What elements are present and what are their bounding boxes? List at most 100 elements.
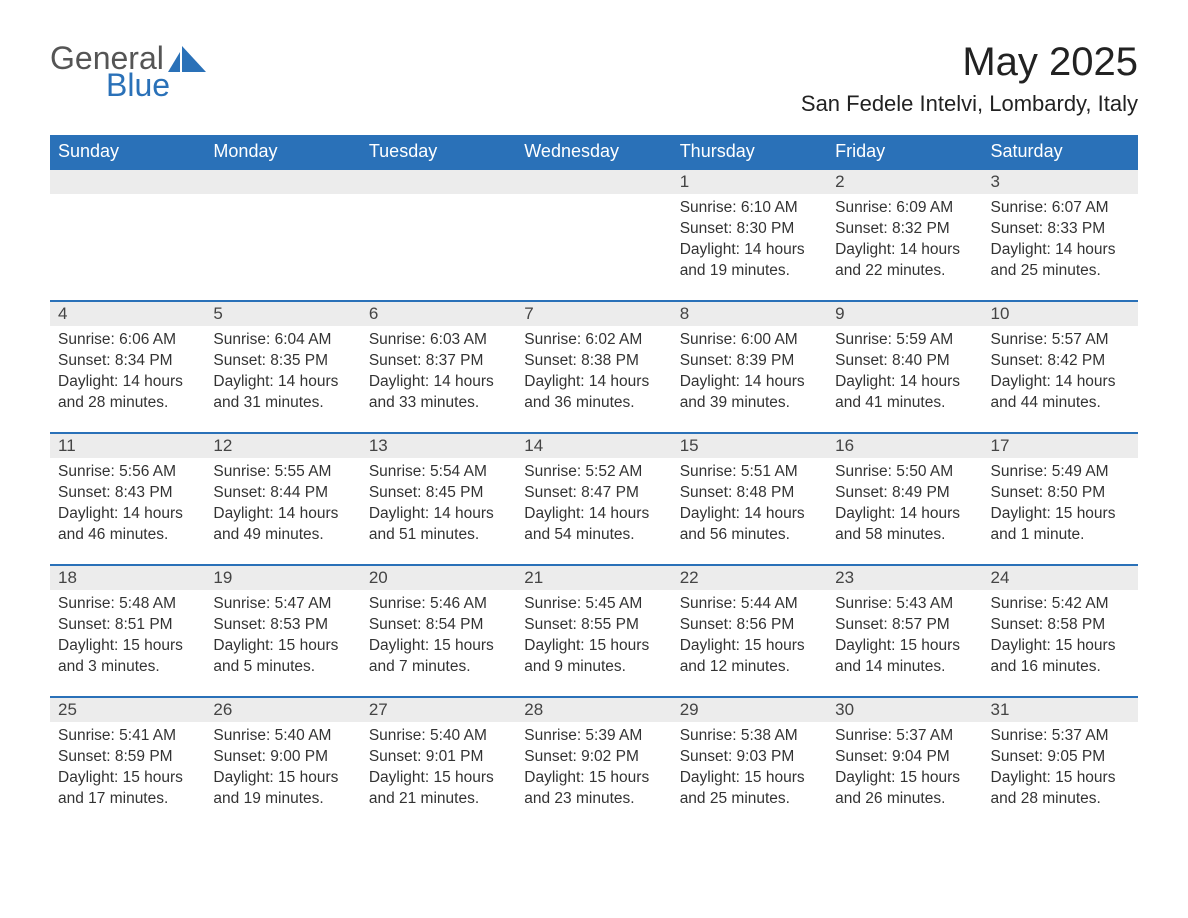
calendar-cell: 6Sunrise: 6:03 AMSunset: 8:37 PMDaylight… [361,300,516,432]
day-content: Sunrise: 6:10 AMSunset: 8:30 PMDaylight:… [672,194,827,288]
day-content: Sunrise: 5:44 AMSunset: 8:56 PMDaylight:… [672,590,827,684]
sunrise-text: Sunrise: 5:37 AM [835,726,974,747]
day-number: 5 [205,300,360,326]
calendar-week-row: 18Sunrise: 5:48 AMSunset: 8:51 PMDayligh… [50,564,1138,696]
day-content: Sunrise: 5:41 AMSunset: 8:59 PMDaylight:… [50,722,205,816]
day-number: 28 [516,696,671,722]
sunrise-text: Sunrise: 5:37 AM [991,726,1130,747]
sunrise-text: Sunrise: 5:46 AM [369,594,508,615]
day-content: Sunrise: 5:37 AMSunset: 9:05 PMDaylight:… [983,722,1138,816]
daylight-text: Daylight: 15 hours and 14 minutes. [835,636,974,678]
empty-day-bar [205,168,360,194]
weekday-header: Thursday [672,135,827,168]
sunset-text: Sunset: 9:01 PM [369,747,508,768]
day-content: Sunrise: 5:49 AMSunset: 8:50 PMDaylight:… [983,458,1138,552]
calendar-cell: 26Sunrise: 5:40 AMSunset: 9:00 PMDayligh… [205,696,360,828]
day-number: 29 [672,696,827,722]
daylight-text: Daylight: 15 hours and 12 minutes. [680,636,819,678]
day-number: 20 [361,564,516,590]
day-content: Sunrise: 5:59 AMSunset: 8:40 PMDaylight:… [827,326,982,420]
sunrise-text: Sunrise: 6:03 AM [369,330,508,351]
daylight-text: Daylight: 15 hours and 1 minute. [991,504,1130,546]
sunset-text: Sunset: 8:54 PM [369,615,508,636]
day-number: 31 [983,696,1138,722]
daylight-text: Daylight: 14 hours and 22 minutes. [835,240,974,282]
sunrise-text: Sunrise: 5:41 AM [58,726,197,747]
day-number: 12 [205,432,360,458]
day-content: Sunrise: 5:56 AMSunset: 8:43 PMDaylight:… [50,458,205,552]
day-content: Sunrise: 5:47 AMSunset: 8:53 PMDaylight:… [205,590,360,684]
empty-day-bar [50,168,205,194]
sunrise-text: Sunrise: 5:43 AM [835,594,974,615]
sunset-text: Sunset: 8:40 PM [835,351,974,372]
daylight-text: Daylight: 14 hours and 28 minutes. [58,372,197,414]
day-number: 13 [361,432,516,458]
daylight-text: Daylight: 15 hours and 23 minutes. [524,768,663,810]
day-content: Sunrise: 5:48 AMSunset: 8:51 PMDaylight:… [50,590,205,684]
daylight-text: Daylight: 15 hours and 5 minutes. [213,636,352,678]
sunrise-text: Sunrise: 5:48 AM [58,594,197,615]
sunset-text: Sunset: 8:56 PM [680,615,819,636]
weekday-header: Saturday [983,135,1138,168]
day-number: 27 [361,696,516,722]
calendar-cell [361,168,516,300]
sunset-text: Sunset: 8:51 PM [58,615,197,636]
sunset-text: Sunset: 8:34 PM [58,351,197,372]
calendar-table: SundayMondayTuesdayWednesdayThursdayFrid… [50,135,1138,828]
sunset-text: Sunset: 9:04 PM [835,747,974,768]
daylight-text: Daylight: 15 hours and 7 minutes. [369,636,508,678]
calendar-cell [516,168,671,300]
sunrise-text: Sunrise: 5:54 AM [369,462,508,483]
calendar-cell: 12Sunrise: 5:55 AMSunset: 8:44 PMDayligh… [205,432,360,564]
day-number: 2 [827,168,982,194]
calendar-week-row: 1Sunrise: 6:10 AMSunset: 8:30 PMDaylight… [50,168,1138,300]
day-content: Sunrise: 5:50 AMSunset: 8:49 PMDaylight:… [827,458,982,552]
daylight-text: Daylight: 14 hours and 41 minutes. [835,372,974,414]
calendar-cell: 8Sunrise: 6:00 AMSunset: 8:39 PMDaylight… [672,300,827,432]
sunset-text: Sunset: 8:53 PM [213,615,352,636]
daylight-text: Daylight: 14 hours and 25 minutes. [991,240,1130,282]
day-number: 7 [516,300,671,326]
empty-day-bar [516,168,671,194]
calendar-cell: 14Sunrise: 5:52 AMSunset: 8:47 PMDayligh… [516,432,671,564]
weekday-header: Monday [205,135,360,168]
day-content: Sunrise: 5:55 AMSunset: 8:44 PMDaylight:… [205,458,360,552]
month-title: May 2025 [801,40,1138,85]
sunrise-text: Sunrise: 5:44 AM [680,594,819,615]
calendar-cell: 7Sunrise: 6:02 AMSunset: 8:38 PMDaylight… [516,300,671,432]
calendar-cell: 9Sunrise: 5:59 AMSunset: 8:40 PMDaylight… [827,300,982,432]
sunrise-text: Sunrise: 5:42 AM [991,594,1130,615]
sunset-text: Sunset: 9:05 PM [991,747,1130,768]
header: General Blue May 2025 San Fedele Intelvi… [50,40,1138,127]
sunrise-text: Sunrise: 5:45 AM [524,594,663,615]
daylight-text: Daylight: 15 hours and 17 minutes. [58,768,197,810]
calendar-cell: 3Sunrise: 6:07 AMSunset: 8:33 PMDaylight… [983,168,1138,300]
calendar-cell: 30Sunrise: 5:37 AMSunset: 9:04 PMDayligh… [827,696,982,828]
daylight-text: Daylight: 14 hours and 56 minutes. [680,504,819,546]
location: San Fedele Intelvi, Lombardy, Italy [801,91,1138,117]
daylight-text: Daylight: 14 hours and 58 minutes. [835,504,974,546]
day-number: 14 [516,432,671,458]
sunrise-text: Sunrise: 6:09 AM [835,198,974,219]
calendar-cell: 28Sunrise: 5:39 AMSunset: 9:02 PMDayligh… [516,696,671,828]
sunset-text: Sunset: 8:48 PM [680,483,819,504]
sunrise-text: Sunrise: 5:40 AM [213,726,352,747]
daylight-text: Daylight: 14 hours and 44 minutes. [991,372,1130,414]
day-content: Sunrise: 6:03 AMSunset: 8:37 PMDaylight:… [361,326,516,420]
daylight-text: Daylight: 14 hours and 19 minutes. [680,240,819,282]
calendar-cell: 27Sunrise: 5:40 AMSunset: 9:01 PMDayligh… [361,696,516,828]
sunset-text: Sunset: 8:32 PM [835,219,974,240]
sunset-text: Sunset: 8:59 PM [58,747,197,768]
logo: General Blue [50,40,206,104]
sunset-text: Sunset: 8:30 PM [680,219,819,240]
calendar-cell: 15Sunrise: 5:51 AMSunset: 8:48 PMDayligh… [672,432,827,564]
sunset-text: Sunset: 8:44 PM [213,483,352,504]
daylight-text: Daylight: 14 hours and 39 minutes. [680,372,819,414]
sunset-text: Sunset: 8:47 PM [524,483,663,504]
sunset-text: Sunset: 8:38 PM [524,351,663,372]
calendar-week-row: 25Sunrise: 5:41 AMSunset: 8:59 PMDayligh… [50,696,1138,828]
day-content: Sunrise: 5:43 AMSunset: 8:57 PMDaylight:… [827,590,982,684]
daylight-text: Daylight: 14 hours and 33 minutes. [369,372,508,414]
sunrise-text: Sunrise: 5:38 AM [680,726,819,747]
weekday-header: Sunday [50,135,205,168]
